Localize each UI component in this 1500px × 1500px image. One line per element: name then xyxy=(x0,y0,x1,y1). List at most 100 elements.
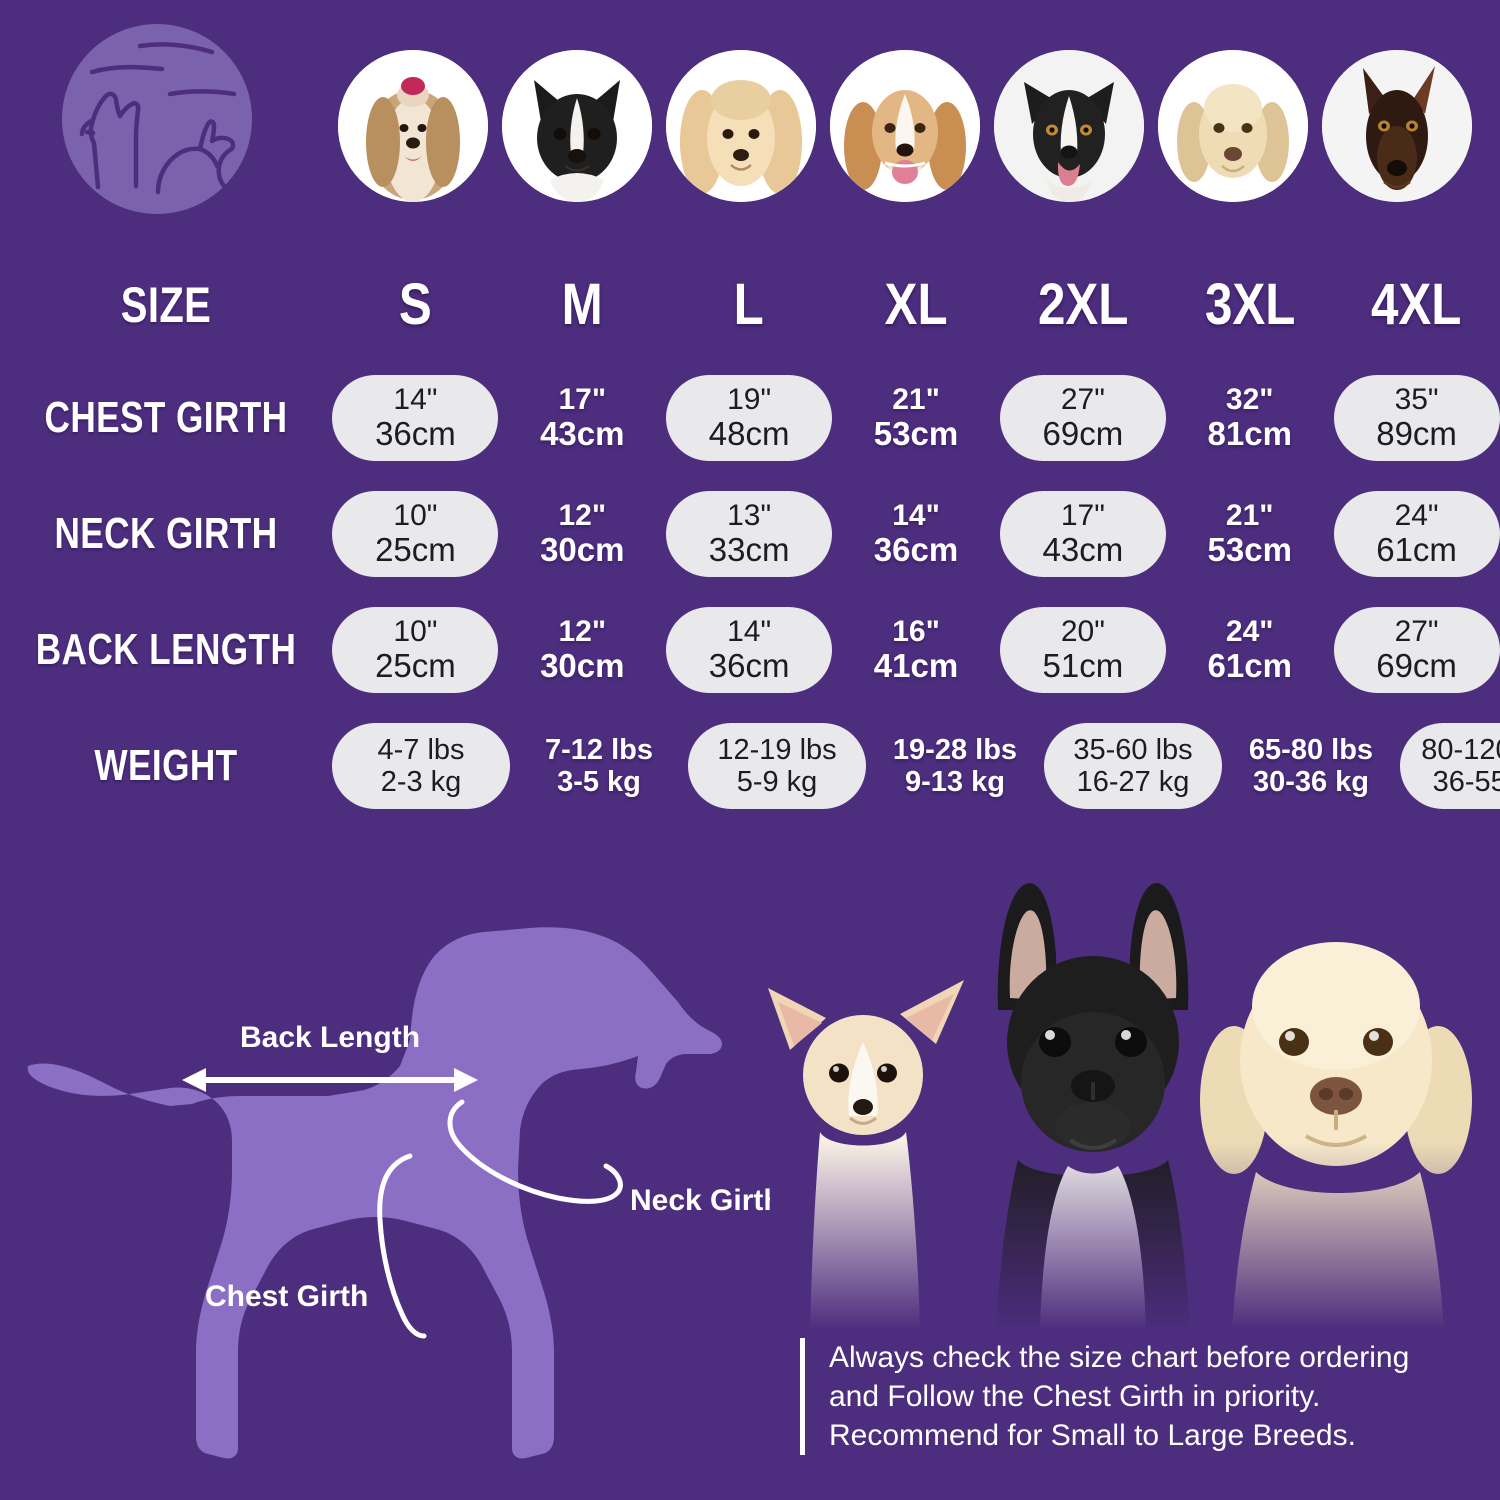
value-pill: 27" 69cm xyxy=(999,375,1166,461)
value-plain: 65-80 lbs 30-36 kg xyxy=(1248,733,1374,798)
value-plain: 24" 61cm xyxy=(1207,614,1292,685)
breed-photo-french-bulldog xyxy=(996,883,1190,1330)
value-plain: 21" 53cm xyxy=(873,382,959,453)
row-label: WEIGHT xyxy=(94,741,238,790)
table-row-weight: WEIGHT 4-7 lbs 2-3 kg 7-12 lbs 3-5 kg 12-1… xyxy=(0,708,1500,824)
cell-chest-l: 19" 48cm xyxy=(666,375,833,461)
cell-weight-4xl: 80-120 lbs36-55 kg xyxy=(1400,723,1500,809)
column-header-label: 3XL xyxy=(1204,272,1295,337)
note-line-3: Recommend for Small to Large Breeds. xyxy=(829,1419,1356,1452)
value-pill: 14" 36cm xyxy=(666,607,833,693)
breed-photo-cocker-spaniel xyxy=(666,50,816,202)
size-chart-note: Always check the size chart before order… xyxy=(800,1338,1500,1455)
breed-photo-labrador-retriever xyxy=(1158,50,1308,202)
value-pill: 10" 25cm xyxy=(332,491,499,577)
value-plain: 16" 41cm xyxy=(873,614,959,685)
cell-chest-m: 17" 43cm xyxy=(499,375,666,461)
cell-neck-s: 10" 25cm xyxy=(332,491,499,577)
value-pill: 27" 69cm xyxy=(1333,607,1500,693)
breed-photo-labrador-retriever-bottom xyxy=(1200,942,1472,1330)
cell-neck-m: 12" 30cm xyxy=(499,491,666,577)
value-pill: 35-60 lbs 16-27 kg xyxy=(1044,723,1222,809)
row-label: BACK LENGTH xyxy=(35,625,297,674)
back-length-arrow-icon xyxy=(182,1068,478,1092)
cell-weight-s: 4-7 lbs 2-3 kg xyxy=(332,723,510,809)
top-banner xyxy=(0,0,1500,248)
chest-girth-label: Chest Girth xyxy=(205,1280,368,1313)
value-plain: 21" 53cm xyxy=(1207,498,1292,569)
cell-chest-2xl: 27" 69cm xyxy=(999,375,1166,461)
column-header-label: XL xyxy=(884,272,948,337)
cell-neck-xl: 14" 36cm xyxy=(833,491,1000,577)
value-plain: 12" 30cm xyxy=(540,498,625,569)
cell-neck-3xl: 21" 53cm xyxy=(1166,491,1333,577)
value-pill: 4-7 lbs 2-3 kg xyxy=(332,723,510,809)
value-pill: 35" 89cm xyxy=(1333,375,1500,461)
value-pill: 13" 33cm xyxy=(666,491,833,577)
cell-chest-4xl: 35" 89cm xyxy=(1333,375,1500,461)
value-pill: 19" 48cm xyxy=(666,375,833,461)
measurement-diagram: Back Length Neck Girth Chest Girth xyxy=(10,880,770,1480)
value-plain: 7-12 lbs 3-5 kg xyxy=(545,733,653,798)
column-header-label: M xyxy=(561,272,603,337)
cell-chest-3xl: 32" 81cm xyxy=(1166,375,1333,461)
chest-girth-loop-icon xyxy=(377,1153,427,1339)
cell-back-xl: 16" 41cm xyxy=(833,607,1000,693)
value-pill: 24" 61cm xyxy=(1333,491,1500,577)
value-plain: 17" 43cm xyxy=(540,382,625,453)
dog-side-silhouette-icon xyxy=(27,927,723,1459)
column-header-m: M xyxy=(499,276,666,334)
cell-weight-3xl: 65-80 lbs 30-36 kg xyxy=(1222,723,1400,809)
column-header-2xl: 2XL xyxy=(999,276,1166,334)
cell-neck-l: 13" 33cm xyxy=(666,491,833,577)
breed-photo-group-bottom xyxy=(750,860,1500,1330)
row-label: CHEST GIRTH xyxy=(44,393,288,442)
value-pill: 10" 25cm xyxy=(332,607,499,693)
note-line-2: and Follow the Chest Girth in priority. xyxy=(829,1380,1321,1413)
cell-chest-s: 14" 36cm xyxy=(332,375,499,461)
cell-back-m: 12" 30cm xyxy=(499,607,666,693)
table-header-row: SIZE S M L XL 2XL 3XL 4XL xyxy=(0,250,1500,360)
note-line-1: Always check the size chart before order… xyxy=(829,1341,1410,1374)
table-row-back-length: BACK LENGTH 10" 25cm 12" 30cm 14" 36cm 16" 4… xyxy=(0,592,1500,708)
cell-back-3xl: 24" 61cm xyxy=(1166,607,1333,693)
cell-back-2xl: 20" 51cm xyxy=(999,607,1166,693)
value-pill: 17" 43cm xyxy=(999,491,1166,577)
breed-photo-row xyxy=(338,50,1472,202)
breed-photo-boston-terrier xyxy=(502,50,652,202)
breed-photo-chihuahua xyxy=(768,980,964,1330)
column-header-4xl: 4XL xyxy=(1333,276,1500,334)
value-plain: 19-28 lbs 9-13 kg xyxy=(892,733,1018,798)
column-headers: S M L XL 2XL 3XL 4XL xyxy=(332,276,1500,334)
dog-cat-circle-logo-icon xyxy=(62,24,252,214)
value-plain: 32" 81cm xyxy=(1207,382,1292,453)
column-header-label: 4XL xyxy=(1371,272,1462,337)
value-pill: 12-19 lbs 5-9 kg xyxy=(688,723,866,809)
size-table: SIZE S M L XL 2XL 3XL 4XL CHEST GIRTH 14… xyxy=(0,250,1500,824)
column-header-xl: XL xyxy=(833,276,1000,334)
value-pill: 20" 51cm xyxy=(999,607,1166,693)
breed-photo-doberman-pinscher xyxy=(1322,50,1472,202)
table-row-neck-girth: NECK GIRTH 10" 25cm 12" 30cm 13" 33cm 14" 36… xyxy=(0,476,1500,592)
row-label: NECK GIRTH xyxy=(54,509,278,558)
cell-weight-2xl: 35-60 lbs 16-27 kg xyxy=(1044,723,1222,809)
column-header-label: S xyxy=(398,272,432,337)
cell-neck-2xl: 17" 43cm xyxy=(999,491,1166,577)
column-header-s: S xyxy=(332,276,499,334)
neck-girth-label: Neck Girth xyxy=(630,1184,770,1217)
breed-photo-beagle xyxy=(830,50,980,202)
value-pill: 14" 36cm xyxy=(332,375,499,461)
breed-photo-border-collie xyxy=(994,50,1144,202)
value-pill: 80-120 lbs36-55 kg xyxy=(1400,723,1500,809)
value-plain: 14" 36cm xyxy=(873,498,959,569)
back-length-label: Back Length xyxy=(240,1021,420,1054)
column-header-l: L xyxy=(666,276,833,334)
neck-girth-loop-icon xyxy=(447,1099,623,1204)
cell-weight-m: 7-12 lbs 3-5 kg xyxy=(510,723,688,809)
cell-back-s: 10" 25cm xyxy=(332,607,499,693)
column-header-label: L xyxy=(734,272,765,337)
table-corner-label: SIZE xyxy=(120,277,212,333)
cell-back-4xl: 27" 69cm xyxy=(1333,607,1500,693)
cell-chest-xl: 21" 53cm xyxy=(833,375,1000,461)
